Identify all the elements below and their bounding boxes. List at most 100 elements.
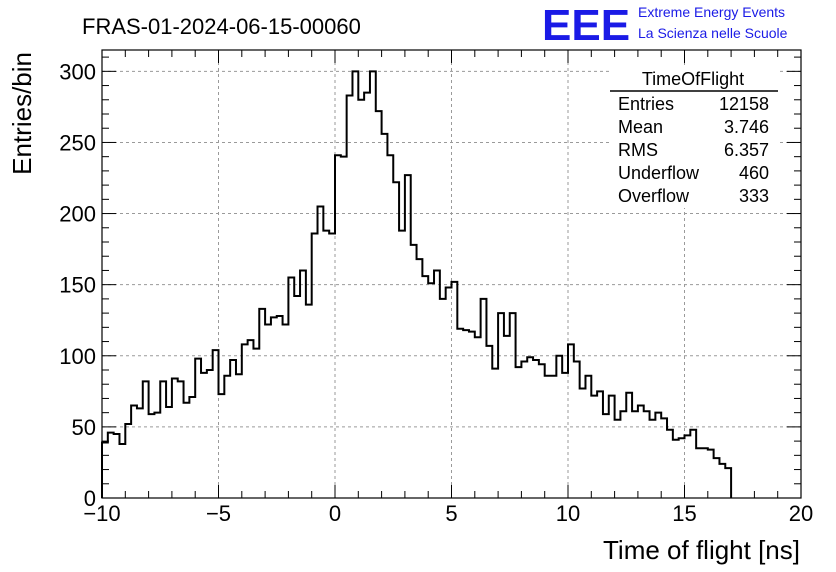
histogram-bin xyxy=(288,278,294,498)
histogram-bin xyxy=(417,259,423,498)
histogram-bin xyxy=(207,370,213,498)
y-tick-label: 50 xyxy=(72,415,96,440)
histogram-bin xyxy=(160,381,166,498)
histogram-bin xyxy=(620,411,626,498)
histogram-bin xyxy=(411,245,417,498)
histogram-bin xyxy=(626,393,632,498)
x-tick-label: −5 xyxy=(206,501,231,526)
histogram-bin xyxy=(149,414,155,498)
histogram-bin xyxy=(230,360,236,498)
histogram-bin xyxy=(504,336,510,498)
stats-row-label: Entries xyxy=(618,94,674,114)
histogram-bin xyxy=(673,440,679,498)
histogram-bin xyxy=(347,96,353,498)
x-axis-label: Time of flight [ns] xyxy=(603,535,800,565)
stats-row-value: 6.357 xyxy=(724,140,769,160)
histogram-bin xyxy=(219,394,225,498)
histogram-bin xyxy=(422,276,428,498)
histogram-bin xyxy=(591,396,597,498)
y-tick-label: 250 xyxy=(59,130,96,155)
histogram-bin xyxy=(271,317,277,498)
histogram-bin xyxy=(201,373,207,498)
histogram-series xyxy=(101,70,733,498)
histogram-bin xyxy=(364,93,370,498)
histogram-bin xyxy=(440,299,446,498)
histogram-bin xyxy=(632,411,638,498)
histogram-bin xyxy=(213,350,219,498)
histogram-bin xyxy=(277,316,283,498)
histogram-bin xyxy=(492,369,498,498)
histogram-bin xyxy=(178,381,184,498)
histogram-bin xyxy=(300,270,306,498)
histogram-bin xyxy=(108,433,114,498)
histogram-bin xyxy=(242,344,248,498)
run-title: FRAS-01-2024-06-15-00060 xyxy=(82,14,361,39)
histogram-bin xyxy=(335,155,341,498)
stats-box: TimeOfFlight Entries 12158 Mean 3.746 RMS 6.3… xyxy=(610,68,778,208)
histogram-bin xyxy=(376,111,382,498)
y-tick-label: 100 xyxy=(59,344,96,369)
histogram-bin xyxy=(562,373,568,498)
histogram-bin xyxy=(679,438,685,498)
histogram-bin xyxy=(131,406,137,498)
x-tick-label: 10 xyxy=(556,501,580,526)
histogram-bin xyxy=(312,233,318,498)
x-tick-label: 0 xyxy=(329,501,341,526)
eee-logo-mark: EEE xyxy=(542,1,630,50)
histogram-bin xyxy=(382,134,388,498)
histogram-bin xyxy=(318,206,324,498)
histogram-bin xyxy=(545,376,551,498)
histogram-bin xyxy=(702,448,708,498)
y-tick-label: 0 xyxy=(84,486,96,511)
histogram-bin xyxy=(370,71,376,498)
histogram-bin xyxy=(119,444,125,498)
histogram-bin xyxy=(393,182,399,498)
y-tick-labels: 0 50 100 150 200 250 300 xyxy=(59,59,96,511)
histogram-bin xyxy=(609,396,615,498)
histogram-bin xyxy=(486,346,492,498)
stats-row-value: 460 xyxy=(739,163,769,183)
histogram-bin xyxy=(603,414,609,498)
histogram-bin xyxy=(457,329,463,498)
histogram-bin xyxy=(661,418,667,498)
stats-row-label: Underflow xyxy=(618,163,700,183)
histogram-bin xyxy=(329,233,335,498)
histogram-bin xyxy=(248,340,254,498)
x-tick-label: 20 xyxy=(789,501,813,526)
histogram-bin xyxy=(236,374,242,498)
histogram-bin xyxy=(556,356,562,498)
histogram-bin xyxy=(143,381,149,498)
stats-row-value: 12158 xyxy=(719,94,769,114)
histogram-bin xyxy=(527,357,533,498)
histogram-bin xyxy=(189,397,195,498)
histogram-bin xyxy=(551,376,557,498)
histogram-bin xyxy=(644,411,650,498)
histogram-bin xyxy=(259,309,265,498)
histogram-bin xyxy=(638,406,644,498)
histogram-bin xyxy=(533,360,539,498)
y-axis-label: Entries/bin xyxy=(7,52,37,175)
stats-box-rows: Entries 12158 Mean 3.746 RMS 6.357 Underflow 46… xyxy=(618,94,769,206)
x-tick-label: 15 xyxy=(672,501,696,526)
histogram-bin xyxy=(580,388,586,498)
histogram-bin xyxy=(516,367,522,498)
histogram-bin xyxy=(341,157,347,498)
histogram-bin xyxy=(102,443,108,498)
stats-row-label: Mean xyxy=(618,117,663,137)
histogram-bin xyxy=(294,296,300,498)
histogram-bin xyxy=(387,155,393,498)
histogram-bin xyxy=(539,364,545,498)
histogram-bin xyxy=(463,330,469,498)
histogram-bin xyxy=(725,468,731,498)
histogram-bin xyxy=(615,420,621,498)
histogram-bin xyxy=(475,337,481,498)
histogram-bin xyxy=(714,458,720,498)
stats-row-value: 333 xyxy=(739,186,769,206)
histogram-bin xyxy=(667,430,673,498)
histogram-bin xyxy=(521,361,527,498)
histogram-bin xyxy=(597,391,603,498)
histogram-bin xyxy=(481,299,487,498)
histogram-bin xyxy=(195,359,201,498)
histogram-bin xyxy=(323,231,329,498)
